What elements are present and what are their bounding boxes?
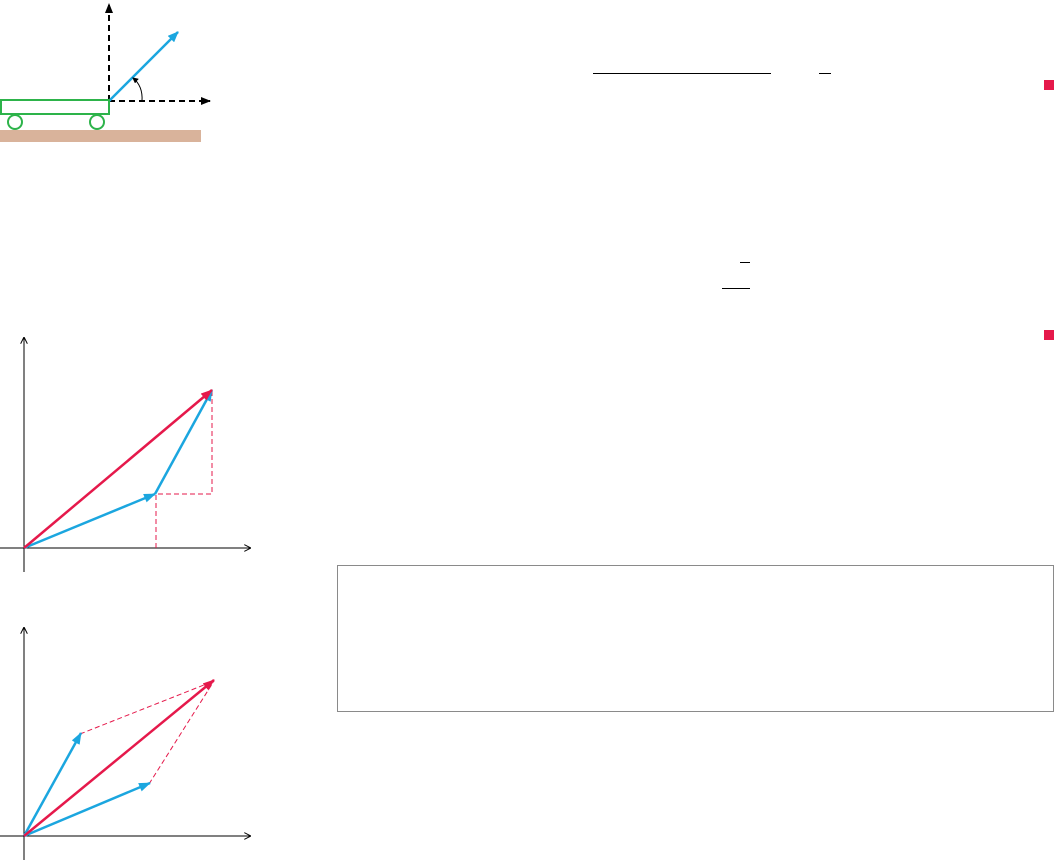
cart-wheel-left xyxy=(7,114,23,130)
angle-arc xyxy=(132,77,143,102)
cart-force-figure xyxy=(0,3,211,142)
vector-addition-parallelogram-figure xyxy=(0,610,270,860)
callout-box xyxy=(337,565,1054,712)
fraction-bar xyxy=(722,288,750,289)
fraction-bar xyxy=(819,73,831,74)
ground-surface xyxy=(0,130,201,142)
applied-force-vector xyxy=(108,31,179,102)
end-of-example-marker xyxy=(1044,330,1054,340)
dashed-component-guide xyxy=(155,390,213,548)
vector-addition-triangle-figure xyxy=(0,320,270,572)
dashed-parallelogram-side xyxy=(148,680,215,785)
fraction-bar xyxy=(593,73,771,74)
end-of-example-marker xyxy=(1044,80,1054,90)
second-vector xyxy=(23,781,151,838)
resultant-diagonal xyxy=(23,679,215,837)
first-vector xyxy=(22,732,83,837)
dashed-parallelogram-side xyxy=(79,680,215,735)
first-vector xyxy=(23,492,156,550)
cart-wheel-right xyxy=(89,114,105,130)
second-vector xyxy=(153,389,214,495)
fraction-bar xyxy=(740,262,750,263)
cart-body xyxy=(0,99,110,115)
resultant-vector xyxy=(23,389,213,549)
